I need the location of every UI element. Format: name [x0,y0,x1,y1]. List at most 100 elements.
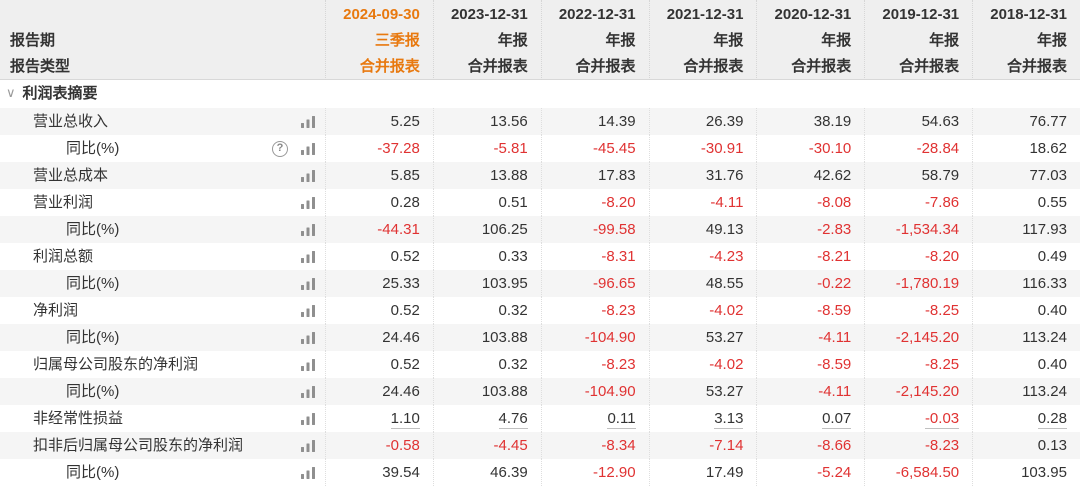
cell-value: -4.11 [648,189,757,216]
cell-value: -8.59 [756,297,864,324]
cell-value: -5.24 [756,459,864,486]
cell-value: -30.91 [648,135,757,162]
section-row: ∨ 利润表摘要 [0,80,1080,108]
column-header-2018-12-31[interactable]: 2018-12-31 年报 合并报表 [972,0,1080,80]
cell-value: 14.39 [540,108,649,135]
column-header-2022-12-31[interactable]: 2022-12-31 年报 合并报表 [540,0,649,80]
bar-chart-icon[interactable] [300,331,317,345]
row-label: 归属母公司股东的净利润 [33,356,199,373]
row-label: 同比(%) [66,329,120,346]
column-header-2024-09-30[interactable]: 2024-09-30 三季报 合并报表 [325,0,433,80]
row-label: 营业利润 [33,194,94,211]
cell-value: -4.02 [648,351,757,378]
cell-value: 25.33 [325,270,433,297]
column-header-2020-12-31[interactable]: 2020-12-31 年报 合并报表 [756,0,864,80]
column-header-line: 合并报表 [1006,58,1067,75]
column-header-2021-12-31[interactable]: 2021-12-31 年报 合并报表 [648,0,757,80]
cell-value: -44.31 [325,216,433,243]
cell-value: -7.14 [648,432,757,459]
cell-value: 1.10 [325,405,433,432]
cell-value: -8.21 [756,243,864,270]
cell-value: -37.28 [325,135,433,162]
row-icons [300,412,325,426]
table-row: 同比(%) 25.33 103.95 -96.65 48.55 -0.22 -1,780.1… [0,270,1080,297]
cell-value: -0.22 [756,270,864,297]
table-row: 归属母公司股东的净利润 0.52 0.32 -8.23 -4.02 -8.59 -8.25 0… [0,351,1080,378]
bar-chart-icon[interactable] [300,277,317,291]
cell-value: 5.85 [325,162,433,189]
row-label-cell: 归属母公司股东的净利润 [0,351,325,378]
cell-value: 13.56 [432,108,541,135]
column-header-line: 年报 [1036,32,1067,49]
bar-chart-icon[interactable] [300,439,317,453]
cell-value: 0.13 [972,432,1080,459]
cell-value: -2.83 [756,216,864,243]
row-label-cell: 同比(%) [0,378,325,405]
cell-value: 77.03 [972,162,1080,189]
section-title: 利润表摘要 [22,85,98,102]
column-header-line: 年报 [821,32,852,49]
row-label: 营业总收入 [33,113,109,130]
bar-chart-icon[interactable] [300,250,317,264]
table-row: 营业总收入 5.25 13.56 14.39 26.39 38.19 54.63 76.77 [0,108,1080,135]
cell-value: 0.28 [972,405,1080,432]
bar-chart-icon[interactable] [300,358,317,372]
cell-value: -8.23 [540,297,649,324]
column-header-2023-12-31[interactable]: 2023-12-31 年报 合并报表 [432,0,541,80]
row-icons [300,304,325,318]
cell-value: -99.58 [540,216,649,243]
report-period-label: 报告期 [10,32,56,49]
row-label-cell: 同比(%) [0,270,325,297]
bar-chart-icon[interactable] [300,142,317,156]
cell-value: -5.81 [432,135,541,162]
row-icons [300,169,325,183]
column-header-line: 合并报表 [467,58,528,75]
row-label-cell: 同比(%) [0,324,325,351]
help-icon[interactable]: ? [272,140,288,157]
bar-chart-icon[interactable] [300,412,317,426]
column-header-line: 2021-12-31 [666,6,744,23]
bar-chart-icon[interactable] [300,115,317,129]
cell-value: -4.11 [756,378,864,405]
row-icons [300,385,325,399]
row-label-cell: 营业总收入 [0,108,325,135]
cell-value: 0.52 [325,351,433,378]
row-label: 同比(%) [66,275,120,292]
cell-value: 0.49 [972,243,1080,270]
bar-chart-icon[interactable] [300,169,317,183]
row-label: 净利润 [33,302,79,319]
row-icons [300,331,325,345]
cell-value: 53.27 [648,324,757,351]
cell-value: -8.25 [864,297,972,324]
column-header-line: 三季报 [374,32,420,49]
cell-value: 46.39 [432,459,541,486]
column-header-2019-12-31[interactable]: 2019-12-31 年报 合并报表 [864,0,972,80]
row-icons [300,466,325,480]
column-header-line: 年报 [497,32,528,49]
bar-chart-icon[interactable] [300,223,317,237]
bar-chart-icon[interactable] [300,466,317,480]
cell-value: 0.55 [972,189,1080,216]
cell-value: -104.90 [540,324,649,351]
bar-chart-icon[interactable] [300,385,317,399]
cell-value: 0.33 [432,243,541,270]
bar-chart-icon[interactable] [300,196,317,210]
column-header-line: 合并报表 [359,58,420,75]
row-label-cell: 净利润 [0,297,325,324]
cell-value: -8.34 [540,432,649,459]
table-row: 营业利润 0.28 0.51 -8.20 -4.11 -8.08 -7.86 0.55 [0,189,1080,216]
row-label: 同比(%) [66,383,120,400]
cell-value: 24.46 [325,324,433,351]
row-label-cell: 同比(%) [0,459,325,486]
cell-value: -7.86 [864,189,972,216]
column-header-line: 2022-12-31 [558,6,636,23]
cell-value: -6,584.50 [864,459,972,486]
cell-value: 54.63 [864,108,972,135]
table-row: 同比(%) 39.54 46.39 -12.90 17.49 -5.24 -6,584.50… [0,459,1080,486]
row-label: 扣非后归属母公司股东的净利润 [33,437,244,454]
chevron-down-icon[interactable]: ∨ [6,85,16,100]
cell-value: -1,534.34 [864,216,972,243]
bar-chart-icon[interactable] [300,304,317,318]
cell-value: 106.25 [432,216,541,243]
report-type-label: 报告类型 [10,58,71,75]
